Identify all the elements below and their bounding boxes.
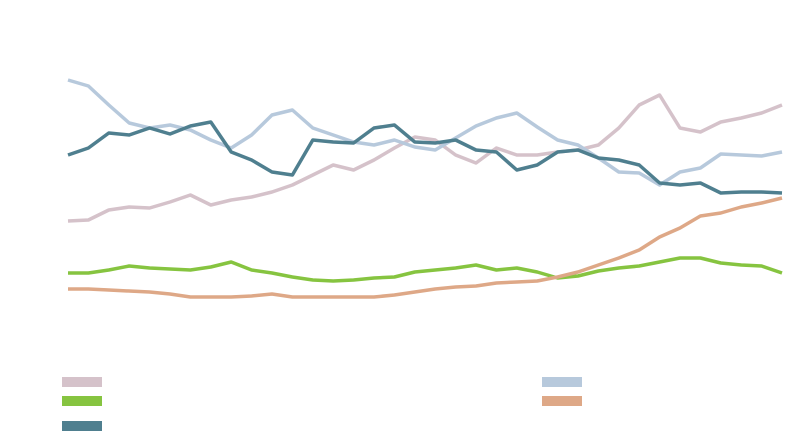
legend-swatch xyxy=(542,396,582,406)
legend-swatch xyxy=(62,377,102,387)
legend-swatch xyxy=(62,421,102,431)
series-line xyxy=(67,120,783,195)
legend-swatch xyxy=(542,377,582,387)
series-line xyxy=(67,93,783,223)
series-line xyxy=(68,196,783,299)
series-line xyxy=(68,256,783,283)
legend-swatch xyxy=(62,396,102,406)
